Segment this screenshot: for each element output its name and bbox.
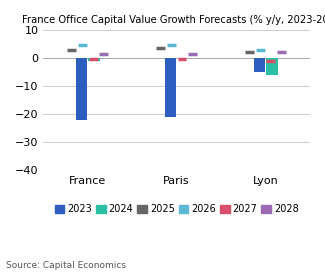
Text: France Office Capital Value Growth Forecasts (% y/y, 2023-2027): France Office Capital Value Growth Forec… [22, 15, 325, 25]
Bar [254, 58, 265, 72]
2027 [87, 58, 91, 61]
2026 [76, 44, 80, 47]
2025 [65, 48, 69, 51]
2028 [106, 52, 110, 55]
2027 [96, 58, 99, 61]
2028 [98, 52, 101, 55]
2025 [74, 48, 78, 51]
2026 [85, 44, 89, 47]
Bar [165, 58, 176, 117]
Legend: 2023, 2024, 2025, 2026, 2027, 2028: 2023, 2024, 2025, 2026, 2027, 2028 [51, 200, 303, 218]
Bar [76, 58, 87, 120]
Bar [88, 58, 100, 61]
Text: Source: Capital Economics: Source: Capital Economics [6, 261, 126, 270]
Bar [266, 58, 278, 75]
